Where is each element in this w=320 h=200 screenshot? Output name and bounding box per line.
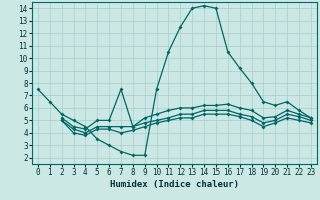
- X-axis label: Humidex (Indice chaleur): Humidex (Indice chaleur): [110, 180, 239, 189]
